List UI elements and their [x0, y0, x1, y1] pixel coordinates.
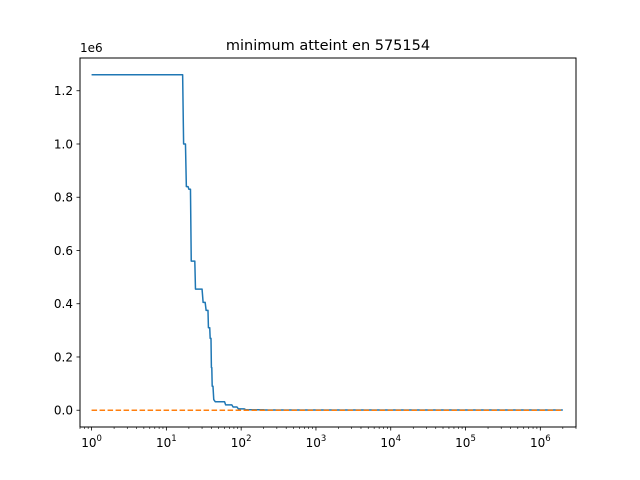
- x-tick-label: 105: [455, 434, 476, 450]
- series-line-1: [91, 74, 563, 411]
- axis-ticks: 100 101 102 103 104 105 106 0.0 0.2 0.4 0.6 0.8 1.0 1…: [54, 84, 577, 450]
- x-tick-label: 106: [530, 434, 551, 450]
- y-tick-label: 1.0: [54, 137, 73, 151]
- y-tick-label: 0.0: [54, 404, 73, 418]
- x-tick-label: 102: [231, 434, 252, 450]
- x-tick-label: 101: [156, 434, 177, 450]
- y-tick-label: 0.6: [54, 244, 73, 258]
- y-tick-label: 1.2: [54, 84, 73, 98]
- x-tick-label: 100: [81, 434, 102, 450]
- y-tick-label: 0.4: [54, 297, 73, 311]
- y-tick-label: 0.2: [54, 350, 73, 364]
- x-tick-label: 104: [380, 434, 401, 450]
- plot-frame: [79, 57, 577, 428]
- chart-title: minimum atteint en 575154: [226, 38, 430, 54]
- x-tick-label: 103: [306, 434, 327, 450]
- series-layer: [91, 74, 563, 411]
- y-axis-offset-text: 1e6: [80, 41, 103, 55]
- y-tick-label: 0.8: [54, 191, 73, 205]
